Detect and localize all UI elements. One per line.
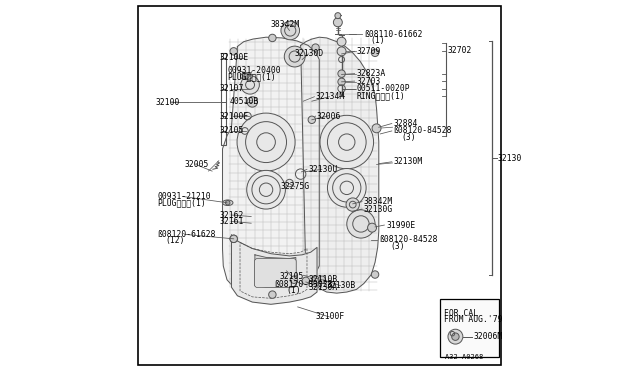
Circle shape	[337, 47, 346, 56]
Text: 32884: 32884	[394, 119, 418, 128]
Circle shape	[371, 271, 379, 278]
Text: 38342M: 38342M	[364, 197, 393, 206]
Text: 40510B: 40510B	[230, 97, 259, 106]
Text: 32006M: 32006M	[473, 332, 502, 341]
Text: 32823A: 32823A	[356, 69, 386, 78]
Text: (1): (1)	[370, 36, 385, 45]
Text: 32105: 32105	[280, 272, 304, 280]
Text: (1): (1)	[287, 286, 301, 295]
Circle shape	[246, 170, 285, 209]
Circle shape	[312, 276, 319, 283]
Polygon shape	[223, 37, 319, 292]
Polygon shape	[301, 37, 379, 293]
Circle shape	[338, 70, 346, 77]
Circle shape	[318, 276, 326, 283]
Text: 32100E: 32100E	[220, 53, 249, 62]
Text: RINGリング(1): RINGリング(1)	[356, 92, 405, 100]
Circle shape	[452, 333, 459, 340]
Text: 32130A: 32130A	[308, 283, 337, 292]
Text: 32107: 32107	[220, 84, 244, 93]
Circle shape	[241, 76, 259, 94]
Text: 31990E: 31990E	[386, 221, 415, 230]
Text: PLUGプラグ(1): PLUGプラグ(1)	[157, 198, 206, 207]
Text: A32 A0268: A32 A0268	[445, 354, 483, 360]
Text: ß08120-83028: ß08120-83028	[275, 280, 333, 289]
Text: 32130G: 32130G	[364, 205, 393, 214]
Text: ß08120-84528: ß08120-84528	[394, 126, 452, 135]
Polygon shape	[255, 255, 296, 287]
Text: 32130M: 32130M	[394, 157, 423, 166]
Text: 32130B: 32130B	[326, 281, 356, 290]
Circle shape	[247, 97, 257, 107]
Bar	[221, 53, 226, 145]
Circle shape	[284, 46, 305, 67]
Text: 32161: 32161	[220, 217, 244, 226]
Circle shape	[338, 78, 346, 86]
Text: PLUGプラグ(1): PLUGプラグ(1)	[227, 73, 276, 81]
Text: 32130U: 32130U	[308, 165, 337, 174]
Circle shape	[269, 291, 276, 298]
Text: 32703: 32703	[356, 77, 381, 86]
Circle shape	[230, 48, 237, 55]
Circle shape	[346, 198, 360, 211]
Circle shape	[371, 49, 379, 57]
Text: 32105: 32105	[220, 126, 244, 135]
Circle shape	[308, 116, 316, 124]
Text: ß08120-61628: ß08120-61628	[157, 230, 216, 239]
Text: 32275G: 32275G	[281, 182, 310, 191]
Text: ß08110-61662: ß08110-61662	[364, 30, 422, 39]
Text: 00931-21210: 00931-21210	[157, 192, 211, 201]
Circle shape	[244, 74, 249, 79]
Text: 32100: 32100	[156, 98, 180, 107]
Polygon shape	[232, 235, 317, 304]
Text: FROM AUG.'79: FROM AUG.'79	[444, 315, 502, 324]
FancyBboxPatch shape	[255, 259, 296, 288]
Ellipse shape	[241, 73, 252, 80]
Circle shape	[237, 113, 295, 171]
Circle shape	[337, 37, 346, 46]
Text: 32130D: 32130D	[294, 49, 324, 58]
Circle shape	[448, 329, 463, 344]
Text: 32709: 32709	[356, 47, 381, 56]
Text: (3): (3)	[390, 242, 404, 251]
Circle shape	[320, 115, 374, 169]
Text: 32110B: 32110B	[308, 275, 337, 284]
Circle shape	[335, 13, 341, 19]
Text: 32162: 32162	[220, 211, 244, 219]
Circle shape	[230, 235, 237, 243]
Text: 32100F: 32100F	[316, 312, 345, 321]
Circle shape	[347, 210, 375, 238]
Ellipse shape	[223, 200, 233, 205]
Bar	[440, 299, 499, 357]
Circle shape	[225, 201, 230, 205]
Circle shape	[269, 34, 276, 42]
Text: 38342M: 38342M	[271, 20, 300, 29]
Text: 32005: 32005	[184, 160, 209, 169]
Text: 32130: 32130	[498, 154, 522, 163]
Text: 32702: 32702	[447, 46, 472, 55]
Circle shape	[333, 18, 342, 27]
Circle shape	[372, 124, 381, 133]
Text: 00511-0020P: 00511-0020P	[356, 84, 410, 93]
Circle shape	[302, 277, 310, 285]
Circle shape	[367, 223, 376, 232]
Text: (12): (12)	[166, 236, 185, 245]
Text: FOR CAL: FOR CAL	[444, 309, 477, 318]
Text: 00931-20400: 00931-20400	[227, 66, 280, 75]
Text: ß08120-84528: ß08120-84528	[379, 235, 437, 244]
Circle shape	[291, 276, 298, 283]
Circle shape	[328, 169, 366, 207]
Text: 32100F: 32100F	[220, 112, 249, 121]
Text: 32134M: 32134M	[316, 92, 345, 101]
Circle shape	[312, 44, 319, 51]
Circle shape	[281, 21, 300, 40]
Circle shape	[230, 235, 237, 243]
Text: 32006: 32006	[316, 112, 340, 121]
Text: (3): (3)	[401, 133, 416, 142]
